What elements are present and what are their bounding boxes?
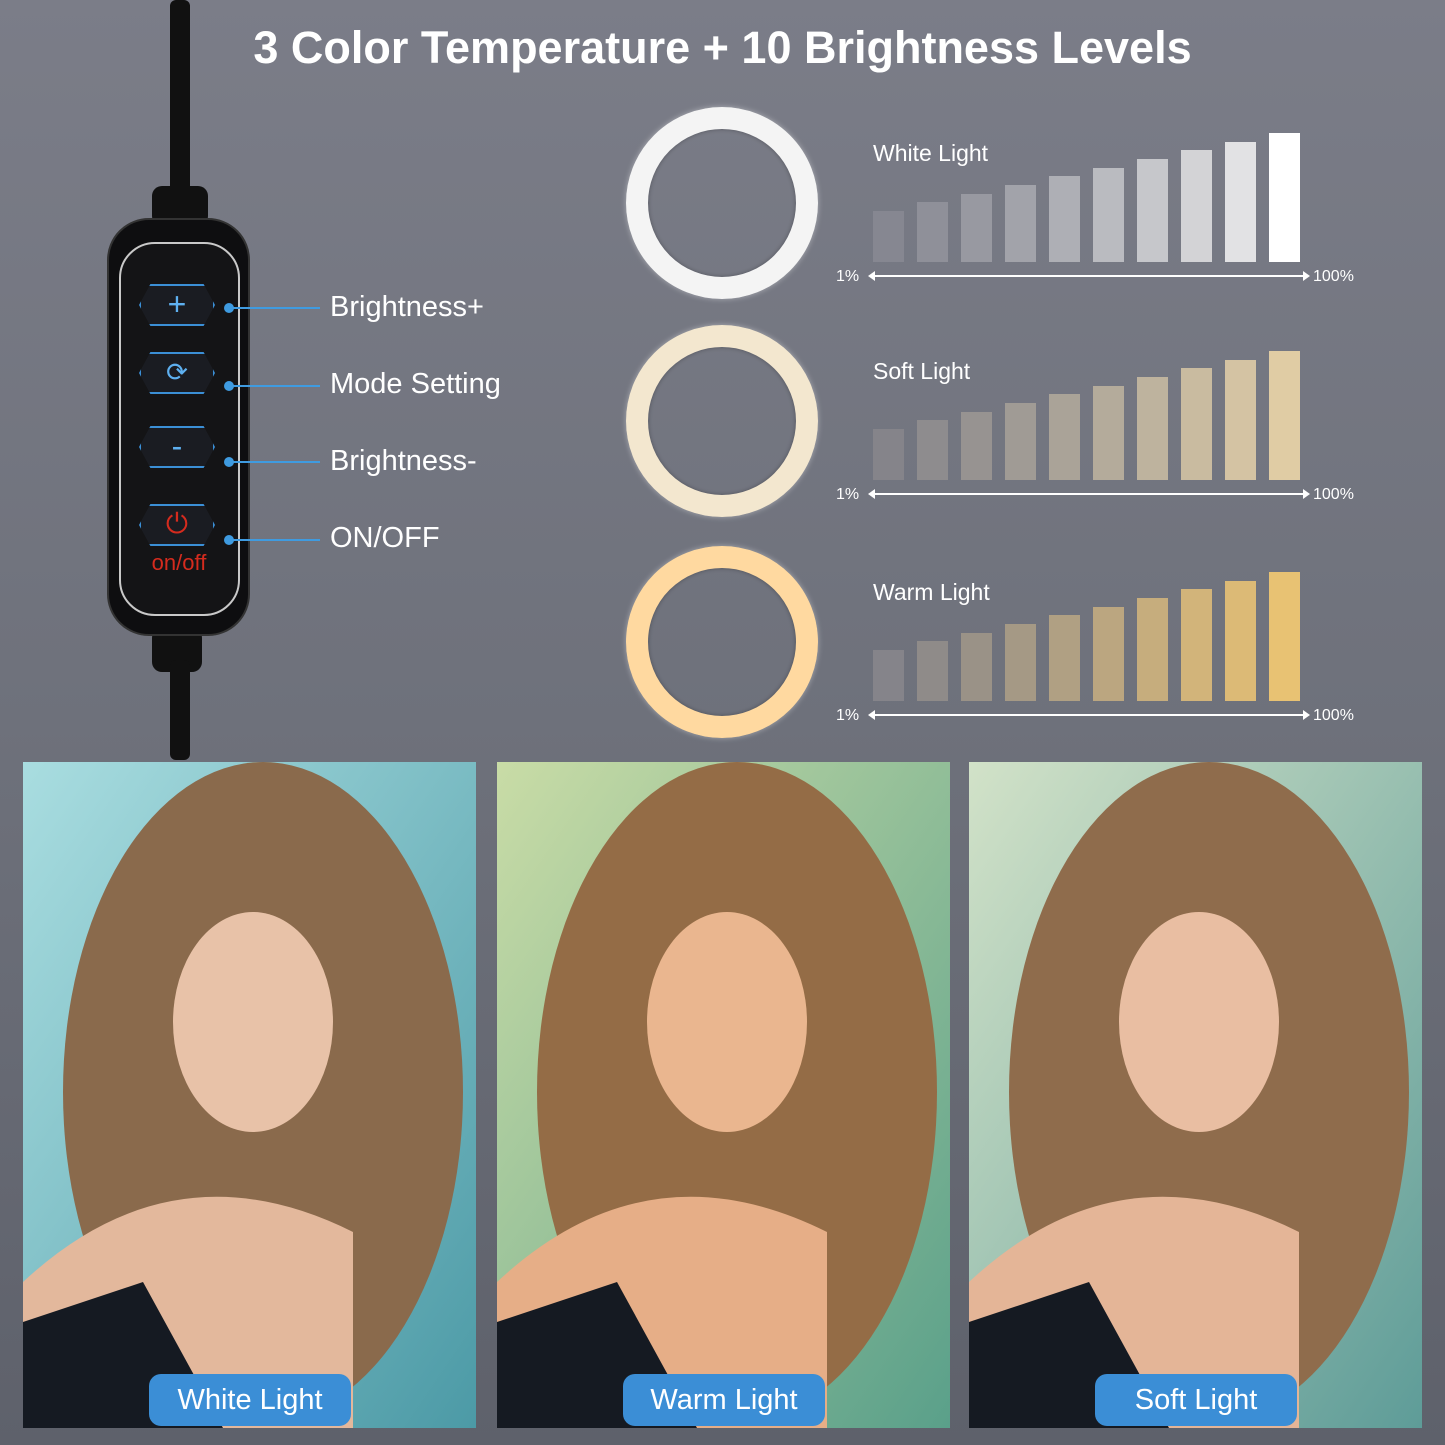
mode-setting-label: Mode Setting bbox=[330, 368, 501, 400]
leader-line bbox=[230, 385, 320, 387]
remote-control: + ⟳ - ⏻ on/off bbox=[107, 218, 250, 636]
brightness-bar-1 bbox=[873, 429, 904, 480]
brightness-bar-8 bbox=[1181, 589, 1212, 701]
portrait-image bbox=[497, 762, 950, 1428]
brightness-bar-4 bbox=[1005, 624, 1036, 701]
brightness-bar-7 bbox=[1137, 159, 1168, 262]
brightness-bar-3 bbox=[961, 411, 992, 480]
brightness-bar-8 bbox=[1181, 368, 1212, 480]
brightness-bar-5 bbox=[1049, 615, 1080, 701]
leader-dot bbox=[224, 303, 234, 313]
brightness-bar-6 bbox=[1093, 606, 1124, 701]
brightness-bar-1 bbox=[873, 650, 904, 701]
cable-bottom bbox=[170, 660, 190, 760]
brightness-bar-1 bbox=[873, 211, 904, 262]
brightness-bar-10 bbox=[1269, 133, 1300, 262]
series-title: White Light bbox=[873, 140, 989, 166]
brightness-plus-button[interactable]: + bbox=[139, 284, 215, 326]
leader-dot bbox=[224, 535, 234, 545]
leader-dot bbox=[224, 381, 234, 391]
brightness-minus-label: Brightness- bbox=[330, 445, 477, 477]
ring-light-soft bbox=[626, 325, 818, 517]
range-arrow bbox=[868, 489, 1310, 499]
brightness-bar-2 bbox=[917, 420, 948, 480]
brightness-bar-10 bbox=[1269, 572, 1300, 701]
cycle-arrows-icon: ⟳ bbox=[166, 357, 188, 387]
brightness-bar-7 bbox=[1137, 377, 1168, 480]
photo-label: Warm Light bbox=[623, 1374, 825, 1426]
brightness-bar-9 bbox=[1225, 141, 1256, 262]
power-icon: ⏻ bbox=[165, 508, 189, 539]
min-label: 1% bbox=[836, 707, 860, 724]
plus-icon: + bbox=[167, 286, 187, 322]
portrait-image bbox=[969, 762, 1422, 1428]
brightness-bar-8 bbox=[1181, 150, 1212, 262]
leader-line bbox=[230, 307, 320, 309]
power-text: on/off bbox=[151, 550, 207, 575]
max-label: 100% bbox=[1313, 486, 1354, 503]
min-label: 1% bbox=[836, 268, 860, 285]
photo-label: Soft Light bbox=[1095, 1374, 1297, 1426]
brightness-plus-label: Brightness+ bbox=[330, 291, 484, 323]
photo-soft-light: Soft Light bbox=[969, 762, 1422, 1428]
brightness-bar-6 bbox=[1093, 385, 1124, 480]
brightness-bar-2 bbox=[917, 202, 948, 262]
brightness-bar-4 bbox=[1005, 185, 1036, 262]
photo-label: White Light bbox=[149, 1374, 351, 1426]
cable-top bbox=[170, 0, 190, 200]
min-label: 1% bbox=[836, 486, 860, 503]
brightness-bar-5 bbox=[1049, 176, 1080, 262]
ring-light-white bbox=[626, 107, 818, 299]
ring-light-warm bbox=[626, 546, 818, 738]
minus-icon: - bbox=[171, 428, 183, 464]
max-label: 100% bbox=[1313, 268, 1354, 285]
brightness-bar-4 bbox=[1005, 403, 1036, 480]
brightness-bar-7 bbox=[1137, 598, 1168, 701]
on-off-label: ON/OFF bbox=[330, 522, 440, 554]
range-arrow bbox=[868, 710, 1310, 720]
portrait-image bbox=[23, 762, 476, 1428]
brightness-bar-6 bbox=[1093, 167, 1124, 262]
brightness-bar-10 bbox=[1269, 351, 1300, 480]
mode-setting-button[interactable]: ⟳ bbox=[139, 352, 215, 394]
max-label: 100% bbox=[1313, 707, 1354, 724]
series-title: Warm Light bbox=[873, 579, 990, 605]
brightness-bar-2 bbox=[917, 641, 948, 701]
brightness-bar-5 bbox=[1049, 394, 1080, 480]
range-arrow bbox=[868, 271, 1310, 281]
brightness-bar-9 bbox=[1225, 580, 1256, 701]
page-title: 3 Color Temperature + 10 Brightness Leve… bbox=[253, 22, 1192, 73]
brightness-bar-3 bbox=[961, 632, 992, 701]
power-button[interactable]: ⏻ bbox=[139, 504, 215, 546]
photo-warm-light: Warm Light bbox=[497, 762, 950, 1428]
brightness-bar-9 bbox=[1225, 359, 1256, 480]
leader-dot bbox=[224, 457, 234, 467]
brightness-minus-button[interactable]: - bbox=[139, 426, 215, 468]
leader-line bbox=[230, 461, 320, 463]
leader-line bbox=[230, 539, 320, 541]
brightness-bar-3 bbox=[961, 193, 992, 262]
series-title: Soft Light bbox=[873, 358, 971, 384]
photo-white-light: White Light bbox=[23, 762, 476, 1428]
